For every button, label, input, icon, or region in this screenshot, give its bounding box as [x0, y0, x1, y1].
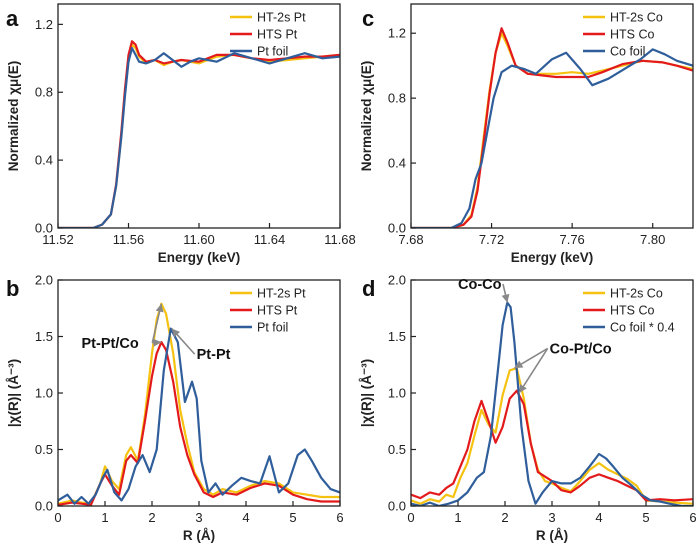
y-tick-label: 0.5: [388, 442, 406, 457]
annotation-arrow: [518, 348, 549, 394]
x-tick-label: 5: [642, 510, 649, 525]
panel-letter: d: [362, 276, 375, 301]
legend-label: HTS Co: [610, 304, 655, 318]
panel-letter: c: [362, 6, 374, 31]
x-tick-label: 1: [454, 510, 461, 525]
annotation-label: Pt-Pt/Co: [82, 336, 139, 352]
y-tick-label: 1.0: [388, 386, 406, 401]
series-line-co-foil: [411, 48, 693, 228]
x-axis-label: R (Å): [183, 528, 215, 543]
series-line-ht-2s-pt: [58, 43, 340, 228]
y-tick-label: 0.5: [35, 442, 53, 457]
y-tick-label: 0.0: [35, 499, 53, 514]
series-line-hts-pt: [58, 40, 340, 228]
x-tick-label: 7.76: [559, 232, 584, 247]
annotation-arrowhead: [519, 384, 527, 393]
plot-frame: [57, 279, 341, 507]
annotation-label: Pt-Pt: [197, 347, 231, 363]
y-tick-label: 0.0: [388, 221, 406, 236]
legend-label: HTS Pt: [257, 304, 298, 318]
x-tick-label: 0: [407, 510, 414, 525]
x-axis-label: R (Å): [536, 528, 568, 543]
x-tick-label: 6: [689, 510, 696, 525]
y-axis-label: Normalized χμ(E): [6, 61, 21, 172]
x-axis-label: Energy (keV): [511, 250, 594, 265]
y-tick-label: 2.0: [388, 273, 406, 288]
y-tick-label: 0.4: [35, 153, 53, 168]
plot-frame: [57, 3, 341, 229]
x-tick-label: 11.64: [254, 232, 286, 247]
annotation-arrowhead: [501, 293, 510, 303]
panel-letter: a: [6, 6, 19, 31]
legend-label: HTS Pt: [257, 28, 298, 42]
annotation-arrowhead: [155, 303, 164, 313]
x-tick-label: 11.52: [42, 232, 74, 247]
legend-label: HT-2s Pt: [257, 287, 306, 301]
x-tick-label: 2: [501, 510, 508, 525]
y-axis-label: Normalized χμ(E): [359, 61, 374, 172]
annotation-label: Co-Pt/Co: [550, 341, 612, 357]
legend-label: Pt foil: [257, 321, 288, 335]
y-tick-label: 1.0: [35, 386, 53, 401]
panel-c: 7.68 7.72 7.76 7.80 0.0 0.4 0.8 1.2 Energy (keV)…: [359, 3, 694, 265]
legend-label: Co foil * 0.4: [610, 321, 675, 335]
series-line-pt-foil: [58, 47, 340, 228]
x-tick-label: 3: [548, 510, 555, 525]
panel-letter: b: [6, 276, 19, 301]
legend-label: HT-2s Pt: [257, 11, 306, 25]
x-tick-label: 11.60: [183, 232, 215, 247]
y-tick-label: 0.0: [388, 499, 406, 514]
y-tick-label: 1.2: [388, 26, 406, 41]
series-line-pt-foil: [58, 327, 340, 505]
panel-b: 0 1 2 3 4 5 6 0.0 0.5 1.0 1.5 2.0 R (Å) |χ(R)| (Å⁻³) b…: [6, 273, 344, 544]
y-tick-label: 1.2: [35, 17, 53, 32]
legend-label: Co foil: [610, 45, 645, 59]
legend-label: HT-2s Co: [610, 11, 663, 25]
y-axis-label: |χ(R)| (Å⁻³): [6, 359, 21, 427]
x-tick-label: 7.80: [640, 232, 665, 247]
series-line-ht-2s-pt: [58, 302, 340, 505]
y-tick-label: 1.5: [388, 329, 406, 344]
annotation-arrowhead: [153, 338, 162, 347]
y-tick-label: 0.4: [388, 156, 406, 171]
panel-d: 0 1 2 3 4 5 6 0.0 0.5 1.0 1.5 2.0 R (Å) |χ(R)| (Å⁻³) d…: [359, 273, 697, 544]
x-tick-label: 6: [336, 510, 343, 525]
x-tick-label: 0: [54, 510, 61, 525]
y-tick-label: 1.5: [35, 329, 53, 344]
x-axis-label: Energy (keV): [158, 250, 241, 265]
plot-frame: [410, 3, 694, 229]
y-tick-label: 0.0: [35, 221, 53, 236]
annotation-arrowhead: [514, 360, 524, 369]
x-tick-label: 2: [148, 510, 155, 525]
x-tick-label: 11.68: [324, 232, 356, 247]
annotation-label: Co-Co: [458, 277, 502, 293]
x-tick-label: 4: [595, 510, 602, 525]
x-tick-label: 7.68: [398, 232, 423, 247]
series-line-co-foil-0-4: [411, 301, 693, 506]
y-axis-label: |χ(R)| (Å⁻³): [359, 359, 374, 427]
legend-label: Pt foil: [257, 45, 288, 59]
y-tick-label: 0.8: [35, 85, 53, 100]
x-tick-label: 7.72: [479, 232, 504, 247]
y-tick-label: 0.8: [388, 91, 406, 106]
series-line-hts-co: [411, 389, 693, 502]
y-tick-label: 2.0: [35, 273, 53, 288]
x-tick-label: 5: [289, 510, 296, 525]
legend-label: HTS Co: [610, 28, 655, 42]
x-tick-label: 1: [101, 510, 108, 525]
panel-a: 11.52 11.56 11.60 11.64 11.68 0.0 0.4 0.8 1.2 Ene…: [6, 3, 356, 265]
x-tick-label: 4: [242, 510, 249, 525]
legend-label: HT-2s Co: [610, 287, 663, 301]
series-line-hts-co: [411, 27, 693, 228]
annotation-arrowhead: [171, 328, 181, 338]
x-tick-label: 11.56: [113, 232, 145, 247]
x-tick-label: 3: [195, 510, 202, 525]
